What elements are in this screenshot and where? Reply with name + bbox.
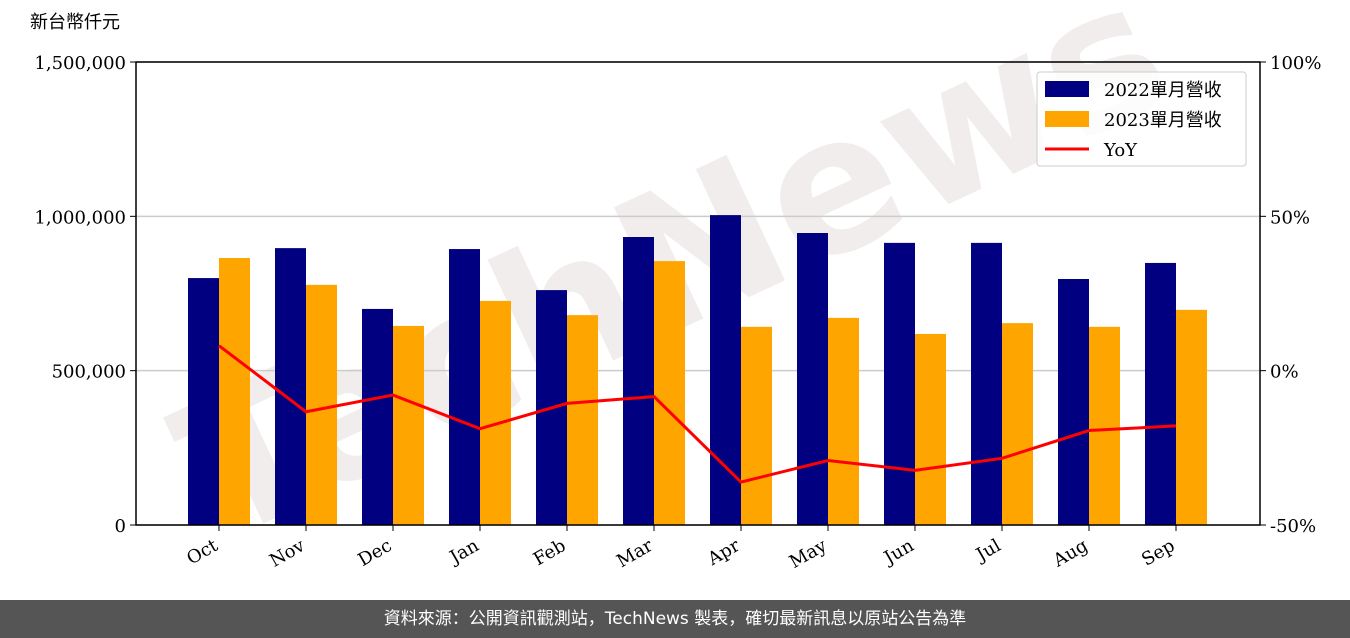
bar [1058,278,1089,525]
y-tick-label: 1,500,000 [34,53,126,74]
x-tick-label: Feb [530,535,570,570]
y2-tick-label: 50% [1270,207,1310,228]
legend-label: YoY [1103,140,1138,161]
bar [306,284,337,525]
bar [449,249,480,525]
bar [884,242,915,525]
y-tick-label: 0 [115,516,126,537]
bar [828,317,859,525]
bar [623,237,654,525]
legend: 2022單月營收 2023單月營收 YoY [1036,71,1247,167]
bar [1145,262,1176,525]
x-tick-label: Aug [1049,535,1092,572]
x-tick-label: Oct [183,535,222,570]
legend-label: 2023單月營收 [1104,110,1222,131]
bar [480,300,511,525]
legend-swatch [1045,81,1089,97]
x-tick-label: Jun [879,535,918,570]
bar [188,278,219,525]
x-tick-label: Apr [703,535,743,570]
footer: 資料來源：公開資訊觀測站，TechNews 製表，確切最新訊息以原站公告為準 [0,600,1350,638]
y-axis-label: 新台幣仟元 [30,12,120,33]
bar [275,248,306,525]
y-tick-label: 1,000,000 [34,207,126,228]
y2-tick-label: -50% [1270,516,1316,537]
bar [741,326,772,525]
chart: 新台幣仟元 TechNews 0500,0001,000,0001,500,00… [30,0,1321,584]
x-tick-label: Jul [971,535,1005,567]
y-tick-label: 500,000 [52,362,126,383]
bar [362,308,393,525]
bar [654,261,685,525]
legend-label: 2022單月營收 [1104,80,1222,101]
bar [393,325,424,525]
bar [567,315,598,525]
bar [971,242,1002,525]
x-tick-label: May [786,535,831,573]
y2-tick-label: 100% [1270,53,1321,74]
bar [1089,326,1120,525]
bar [915,333,946,525]
x-tick-label: Sep [1138,535,1178,570]
bar [1176,309,1207,525]
x-tick-label: Dec [355,535,396,571]
bar [710,215,741,525]
yoy-line [218,344,1177,484]
plot-frame [135,61,1261,526]
bar [219,258,250,525]
legend-swatch [1045,111,1089,127]
y2-tick-label: 0% [1270,362,1299,383]
x-tick-label: Jan [445,535,483,569]
bar [797,233,828,525]
x-tick-label: Mar [613,535,657,572]
bar [1002,323,1033,525]
legend-box [1036,71,1247,167]
